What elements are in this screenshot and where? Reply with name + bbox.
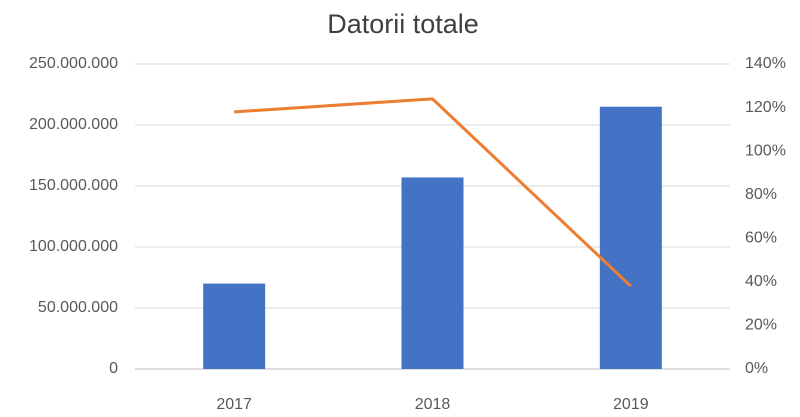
bar [203, 283, 266, 369]
bar [599, 106, 662, 369]
y2-tick-label: 20% [745, 317, 777, 334]
x-tick-label: 2019 [613, 396, 649, 413]
y2-tick-label: 40% [745, 273, 777, 290]
line [234, 97, 632, 288]
y2-tick-label: 140% [745, 55, 786, 72]
y2-tick-label: 120% [745, 99, 786, 116]
y-tick-label: 250.000.000 [29, 55, 118, 72]
y-tick-label: 200.000.000 [29, 116, 118, 133]
y2-tick-label: 60% [745, 230, 777, 247]
x-tick-label: 2017 [216, 396, 252, 413]
y-tick-label: 50.000.000 [38, 299, 118, 316]
y2-tick-label: 80% [745, 186, 777, 203]
chart-title: Datorii totale [327, 9, 479, 39]
x-tick-label: 2018 [415, 396, 451, 413]
y-tick-label: 0 [109, 360, 118, 377]
bar [401, 177, 464, 369]
y-tick-label: 150.000.000 [29, 177, 118, 194]
y2-tick-label: 0% [745, 360, 768, 377]
y2-tick-label: 100% [745, 142, 786, 159]
y-tick-label: 100.000.000 [29, 238, 118, 255]
